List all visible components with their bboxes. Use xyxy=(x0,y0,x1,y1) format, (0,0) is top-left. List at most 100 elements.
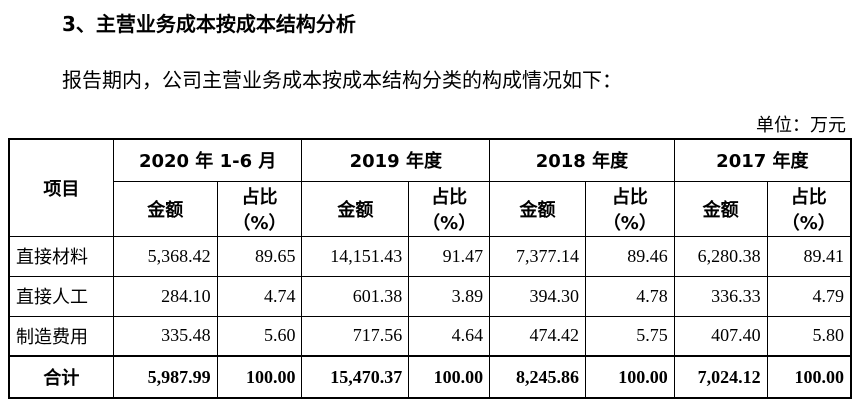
cell-text: 直接材料 xyxy=(16,247,88,267)
header-cell: 项目 xyxy=(8,138,114,237)
cell-text: 8,245.86 xyxy=(515,366,579,387)
cell-text: 89.65 xyxy=(254,245,296,266)
table-cell: 717.56 xyxy=(301,315,410,357)
table-cell: 4.78 xyxy=(584,275,675,317)
table-cell: 直接人工 xyxy=(8,275,114,317)
table-cell: 4.74 xyxy=(216,275,303,317)
cell-text: 284.10 xyxy=(161,285,211,306)
header-cell: 2019 年度 xyxy=(301,138,491,182)
cell-text: 91.47 xyxy=(442,245,484,266)
table-cell: 394.30 xyxy=(489,275,586,317)
cell-text: 2020 年 1-6 月 xyxy=(138,151,277,173)
table-cell: 14,151.43 xyxy=(301,235,410,277)
cell-text: 717.56 xyxy=(352,325,403,346)
table-cell: 5,368.42 xyxy=(112,235,218,277)
header-cell: 2018 年度 xyxy=(489,138,675,182)
cell-text: 金额 xyxy=(519,199,556,221)
cell-text: 100.00 xyxy=(433,366,484,387)
table-cell: 5.75 xyxy=(584,315,675,357)
cell-text: 金额 xyxy=(337,199,374,221)
data-row: 直接材料 5,368.42 89.65 14,151.43 91.47 7,377.14 8… xyxy=(8,235,852,277)
cell-text: 100.00 xyxy=(794,366,845,387)
cell-text: （%） xyxy=(422,212,477,234)
cell-text: 407.40 xyxy=(711,325,761,346)
cell-text: 5,368.42 xyxy=(147,245,211,266)
data-row: 制造费用 335.48 5.60 717.56 4.64 474.42 5.75 407.40… xyxy=(8,315,852,357)
header-cell: 2020 年 1-6 月 xyxy=(112,138,303,182)
table-cell: 474.42 xyxy=(489,315,586,357)
cell-text: 474.42 xyxy=(529,325,579,346)
table-cell: 制造费用 xyxy=(8,315,114,357)
cell-text: 项目 xyxy=(43,178,80,200)
cell-text: 6,280.38 xyxy=(697,245,761,266)
cell-text: （%） xyxy=(781,212,836,234)
cell-text: 2017 年度 xyxy=(716,151,809,173)
cell-text: 89.41 xyxy=(803,245,845,266)
cell-text: 394.30 xyxy=(529,285,579,306)
table-cell: 100.00 xyxy=(408,355,491,399)
cost-table: 项目 2020 年 1-6 月 2019 年度 2018 年度 2017 年度 金额 占比 （… xyxy=(8,138,852,399)
table-cell: 89.65 xyxy=(216,235,303,277)
table-cell: 5.80 xyxy=(766,315,852,357)
header-row: 项目 2020 年 1-6 月 2019 年度 2018 年度 2017 年度 xyxy=(8,138,852,237)
table-cell: 5.60 xyxy=(216,315,303,357)
cell-text: 4.78 xyxy=(636,285,668,306)
table-cell: 8,245.86 xyxy=(489,355,586,399)
header-cell: 2017 年度 xyxy=(673,138,852,182)
cell-text: 占比 xyxy=(431,186,468,208)
table-cell: 89.46 xyxy=(584,235,675,277)
table-cell: 336.33 xyxy=(673,275,768,317)
cell-text: （%） xyxy=(232,212,287,234)
table-cell: 4.79 xyxy=(766,275,852,317)
header-cell: 占比 （%） xyxy=(584,180,675,237)
table-cell: 3.89 xyxy=(408,275,491,317)
cell-text: 占比 xyxy=(611,186,648,208)
table-cell: 5,987.99 xyxy=(112,355,218,399)
header-cell: 金额 xyxy=(112,180,218,237)
header-row: 金额 占比 （%） 金额 占比 （%） 金额 占比 （%） 金额 占比 （%） xyxy=(9,180,852,237)
cell-text: 金额 xyxy=(147,199,184,221)
header-cell: 金额 xyxy=(301,180,410,237)
table-cell: 7,024.12 xyxy=(673,355,768,399)
cell-text: 3.89 xyxy=(451,285,484,306)
table-cell: 601.38 xyxy=(301,275,410,317)
unit: 单位：万元 xyxy=(756,115,846,136)
cell-text: 制造费用 xyxy=(16,326,88,347)
data-row: 直接人工 284.10 4.74 601.38 3.89 394.30 4.78 336.33… xyxy=(8,275,852,317)
header-cell: 占比 （%） xyxy=(408,180,491,237)
cell-text: 5.60 xyxy=(263,325,296,346)
cell-text: 4.79 xyxy=(812,285,845,306)
heading: 3、主营业务成本按成本结构分析 xyxy=(62,12,356,36)
cell-text: 335.48 xyxy=(161,325,211,346)
header-cell: 占比 （%） xyxy=(216,180,303,237)
cell-text: 5,987.99 xyxy=(147,366,211,387)
cell-text: 5.80 xyxy=(812,325,845,346)
table-cell: 100.00 xyxy=(584,355,675,399)
cell-text: 100.00 xyxy=(618,366,668,387)
cell-text: 601.38 xyxy=(352,285,403,306)
table-cell: 直接材料 xyxy=(8,235,114,277)
cell-text: 2018 年度 xyxy=(535,151,629,173)
table-cell: 284.10 xyxy=(112,275,218,317)
cell-text: 100.00 xyxy=(245,366,296,387)
table-cell: 100.00 xyxy=(216,355,303,399)
table-cell: 合计 xyxy=(8,355,114,399)
cell-text: 4.74 xyxy=(263,285,296,306)
cell-text: 占比 xyxy=(790,186,827,208)
cell-text: 直接人工 xyxy=(16,287,88,307)
table-cell: 7,377.14 xyxy=(489,235,586,277)
cell-text: 5.75 xyxy=(636,325,668,346)
table-cell: 6,280.38 xyxy=(673,235,768,277)
header-cell: 金额 xyxy=(673,180,768,237)
cell-text: 占比 xyxy=(241,186,278,208)
cell-text: 2019 年度 xyxy=(349,151,442,173)
table-cell: 91.47 xyxy=(408,235,491,277)
cell-text: 14,151.43 xyxy=(330,245,403,266)
table-cell: 89.41 xyxy=(766,235,852,277)
cell-text: 7,024.12 xyxy=(697,366,761,387)
cell-text: 89.46 xyxy=(627,245,668,266)
cell-text: 合计 xyxy=(43,368,80,388)
cell-text: 7,377.14 xyxy=(515,245,579,266)
table-cell: 4.64 xyxy=(408,315,491,357)
cell-text: （%） xyxy=(602,212,657,234)
